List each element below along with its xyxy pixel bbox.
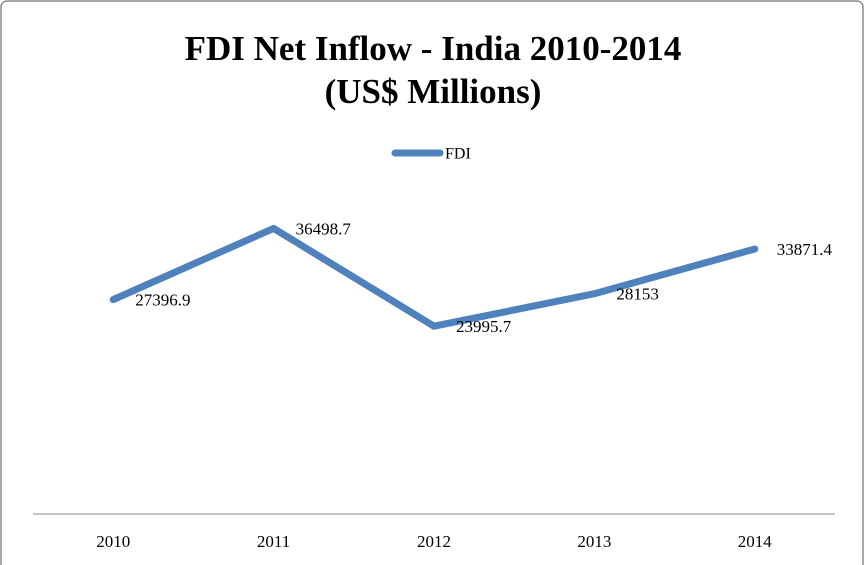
legend-label: FDI: [445, 146, 471, 163]
x-tick-label: 2013: [577, 532, 611, 551]
chart-title: (US$ Millions): [325, 72, 542, 111]
data-line: [109, 224, 759, 330]
data-label: 36498.7: [296, 219, 352, 238]
chart-title: FDI Net Inflow - India 2010-2014: [185, 29, 682, 68]
x-tick-label: 2011: [257, 532, 290, 551]
x-tick-label: 2014: [738, 532, 773, 551]
data-label: 28153: [616, 285, 659, 304]
data-label: 33871.4: [777, 240, 833, 259]
x-tick-label: 2012: [417, 532, 451, 551]
x-tick-label: 2010: [96, 532, 130, 551]
data-label: 27396.9: [135, 291, 190, 310]
data-label: 23995.7: [456, 317, 512, 336]
